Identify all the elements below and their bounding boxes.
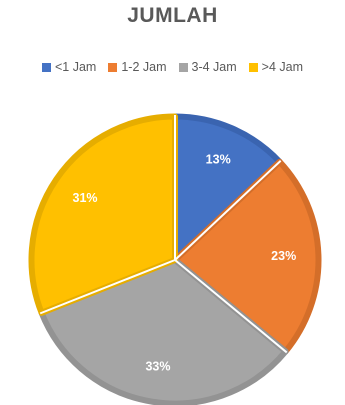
legend-label-lt1-jam: <1 Jam bbox=[55, 60, 97, 74]
slice-separator-1-2-jam bbox=[174, 160, 282, 261]
slice-separator-3-4-jam bbox=[174, 259, 288, 354]
legend-label-3-4-jam: 3-4 Jam bbox=[191, 60, 237, 74]
slice-separator-gt4-jam bbox=[39, 259, 176, 315]
legend-item-gt4-jam: >4 Jam bbox=[248, 60, 303, 74]
legend-swatch-3-4-jam bbox=[178, 62, 188, 72]
legend-item-lt1-jam: <1 Jam bbox=[42, 60, 96, 74]
legend-item-3-4-jam: 3-4 Jam bbox=[178, 60, 237, 74]
chart-title: JUMLAH bbox=[127, 4, 218, 27]
legend-item-1-2-jam: 1-2 Jam bbox=[108, 60, 167, 74]
pie-slice-1-2-jam bbox=[172, 158, 322, 355]
pie-slice-gt4-jam bbox=[28, 113, 178, 316]
data-label-gt4-jam: 31% bbox=[73, 191, 98, 205]
legend-label-gt4-jam: >4 Jam bbox=[261, 60, 303, 74]
chart-legend: <1 Jam 1-2 Jam 3-4 Jam >4 Jam bbox=[0, 60, 345, 74]
legend-swatch-gt4-jam bbox=[248, 62, 258, 72]
data-label-3-4-jam: 33% bbox=[145, 360, 170, 374]
legend-swatch-lt1-jam bbox=[42, 62, 51, 72]
data-label-1-2-jam: 23% bbox=[271, 249, 296, 263]
pie-slice-3-4-jam bbox=[38, 257, 289, 405]
data-label-lt1-jam: 13% bbox=[206, 152, 231, 166]
pie-slice-lt1-jam bbox=[172, 113, 283, 263]
legend-swatch-1-2-jam bbox=[108, 62, 118, 72]
legend-label-1-2-jam: 1-2 Jam bbox=[121, 60, 167, 74]
